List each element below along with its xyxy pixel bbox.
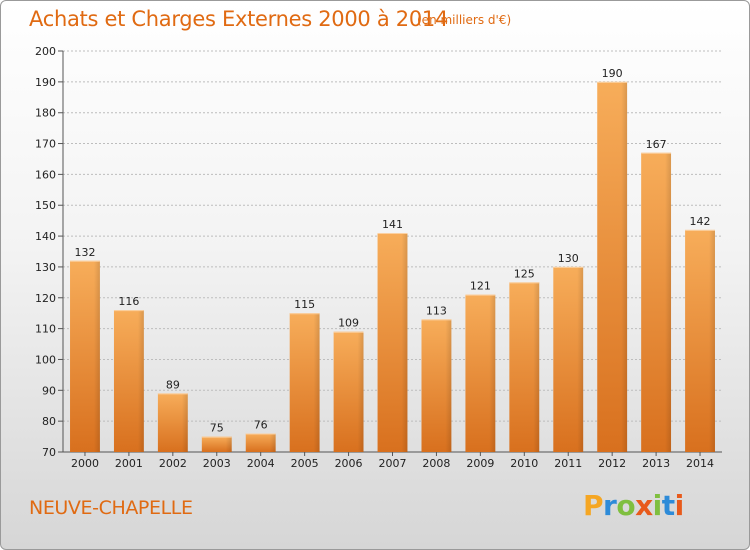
y-tick-label: 90 [42, 384, 56, 397]
logo-letter: P [583, 489, 604, 522]
y-tick-label: 110 [35, 323, 56, 336]
bar-shade [333, 331, 364, 452]
logo-letter: r [603, 489, 617, 522]
logo-letter: i [674, 489, 685, 522]
y-tick-label: 160 [35, 168, 56, 181]
chart-title: Achats et Charges Externes 2000 à 2014 [29, 7, 449, 31]
logo-letter: o [616, 489, 636, 522]
bar-shade [201, 436, 232, 452]
data-label: 141 [382, 218, 403, 231]
data-label: 109 [338, 317, 359, 330]
y-tick-label: 120 [35, 292, 56, 305]
proxiti-logo[interactable]: Proxiti [583, 489, 684, 522]
bar-shade [553, 266, 584, 452]
y-tick-label: 200 [35, 45, 56, 58]
x-tick-label: 2005 [291, 457, 319, 470]
x-tick-label: 2004 [247, 457, 275, 470]
bar-layer [70, 81, 715, 453]
data-label: 121 [470, 280, 491, 293]
bar-shade [157, 393, 188, 452]
x-tick-label: 2007 [379, 457, 407, 470]
data-label: 132 [74, 246, 95, 259]
x-tick-label: 2012 [598, 457, 626, 470]
label-layer: 132 116 89 75 76 115 109 141 113 121 125 130 190 167 1… [74, 67, 710, 435]
data-label: 125 [514, 267, 535, 280]
bar-shade [113, 310, 144, 452]
data-label: 142 [690, 215, 711, 228]
data-label: 116 [118, 295, 139, 308]
bar-shade [377, 232, 408, 452]
y-tick-label: 170 [35, 138, 56, 151]
logo-letter: i [652, 489, 663, 522]
x-tick-label: 2001 [115, 457, 143, 470]
bar-shade [597, 81, 628, 452]
y-tick-label: 70 [42, 446, 56, 459]
y-tick-label: 80 [42, 415, 56, 428]
bar-shade [509, 282, 540, 452]
axis-layer: 7080901001101201301401501601701801902002… [35, 45, 722, 470]
bar-shade [245, 433, 276, 452]
data-label: 76 [254, 418, 268, 431]
bar-shade [70, 260, 100, 452]
data-label: 190 [602, 67, 623, 80]
y-tick-label: 190 [35, 76, 56, 89]
x-tick-label: 2000 [71, 457, 99, 470]
chart-subtitle: (en milliers d'€) [417, 13, 512, 27]
x-tick-label: 2006 [335, 457, 363, 470]
x-tick-label: 2011 [554, 457, 582, 470]
y-tick-label: 140 [35, 230, 56, 243]
x-tick-label: 2009 [466, 457, 494, 470]
y-tick-label: 180 [35, 107, 56, 120]
bar-shade [421, 319, 452, 452]
data-label: 89 [166, 378, 180, 391]
data-label: 130 [558, 252, 579, 265]
bar-shade [289, 313, 320, 452]
data-label: 113 [426, 304, 447, 317]
x-tick-label: 2010 [510, 457, 538, 470]
y-tick-label: 150 [35, 199, 56, 212]
y-tick-label: 100 [35, 353, 56, 366]
data-label: 75 [210, 422, 224, 435]
x-tick-label: 2003 [203, 457, 231, 470]
data-label: 167 [646, 138, 667, 151]
data-label: 115 [294, 298, 315, 311]
x-tick-label: 2013 [642, 457, 670, 470]
bar-shade [685, 229, 715, 452]
x-tick-label: 2002 [159, 457, 187, 470]
commune-name: NEUVE-CHAPELLE [29, 497, 193, 519]
bar-shade [641, 152, 672, 453]
x-tick-label: 2014 [686, 457, 714, 470]
logo-letter: t [661, 489, 675, 522]
x-tick-label: 2008 [422, 457, 450, 470]
y-tick-label: 130 [35, 261, 56, 274]
bar-shade [465, 294, 496, 452]
logo-letter: x [635, 489, 653, 522]
